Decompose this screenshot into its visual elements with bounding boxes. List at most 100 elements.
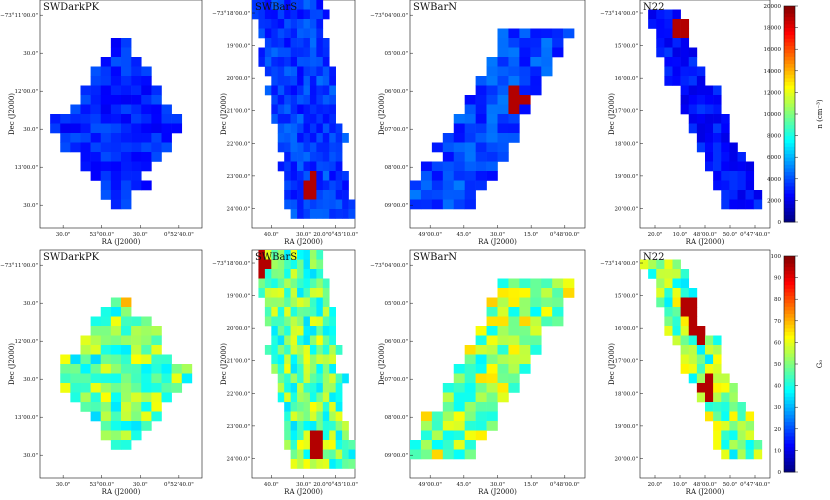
pixel-cell — [541, 307, 553, 317]
pixel-cell — [264, 288, 272, 298]
pixel-cell — [271, 364, 279, 374]
pixel-cell — [541, 288, 553, 298]
colorbar-band — [784, 292, 795, 296]
pixel-cell — [100, 180, 112, 191]
colorbar-band — [784, 182, 795, 187]
x-tick-label: 30.0" — [56, 232, 71, 238]
pixel-cell — [453, 430, 465, 441]
pixel-cell — [420, 161, 433, 172]
pixel-cell — [688, 114, 698, 124]
x-tick-label: 20.0"0°45’10.0" — [313, 232, 358, 238]
pixel-cell — [258, 57, 266, 67]
y-tick-label: 19’00.0" — [226, 44, 250, 50]
y-tick-label: 20’00.0" — [226, 76, 250, 82]
colorbar-band — [784, 378, 795, 383]
pixel-cell — [297, 316, 304, 327]
pixel-cell — [141, 326, 152, 336]
colorbar-band — [784, 360, 795, 365]
pixel-cell — [705, 123, 714, 134]
colorbar-band — [784, 92, 795, 97]
pixel-cell — [322, 95, 330, 105]
panel-0-3: N22 −73°14’00.0" 15’00.0" 16’00.0" 17’00.0" 1… — [600, 0, 771, 246]
pixel-cell — [303, 449, 311, 460]
pixel-cell — [696, 76, 706, 86]
pixel-cell — [737, 421, 746, 431]
x-tick-label: 49’00.0" — [418, 482, 442, 488]
pixel-cell — [110, 335, 122, 346]
pixel-cell — [316, 259, 324, 270]
pixel-cell — [277, 76, 285, 86]
pixel-cell — [121, 383, 132, 393]
pixel-cell — [271, 297, 279, 308]
pixel-cell — [316, 430, 324, 441]
pixel-cell — [271, 95, 279, 105]
pixel-cell — [161, 142, 172, 153]
pixel-cell — [309, 364, 317, 374]
pixel-cell — [290, 430, 298, 441]
colorbar-band — [784, 454, 795, 458]
pixel-cell — [486, 307, 498, 317]
pixel-cell — [131, 373, 142, 384]
pixel-cell — [464, 114, 476, 124]
pixel-cell — [745, 180, 755, 191]
pixel-cell — [475, 430, 487, 441]
pixel-cell — [541, 278, 553, 289]
pixel-cell — [322, 335, 330, 346]
pixel-cell — [309, 383, 317, 393]
pixel-cell — [297, 47, 304, 58]
pixel-cell — [486, 411, 498, 422]
y-tick-label: −73°14’00.0" — [600, 261, 638, 267]
pixel-cell — [329, 171, 336, 181]
pixel-cell — [100, 354, 112, 365]
pixel-cell — [705, 133, 714, 143]
pixel-cell — [680, 47, 690, 58]
pixel-cell — [721, 430, 730, 441]
pixel-cell — [672, 28, 681, 39]
colorbar-band — [784, 81, 795, 86]
pixel-cell — [110, 364, 122, 374]
pixel-cell — [316, 114, 324, 124]
pixel-cell — [464, 392, 476, 403]
x-axis-label: RA (J2000) — [102, 238, 141, 246]
pixel-cell — [552, 316, 564, 327]
pixel-cell — [131, 57, 142, 67]
colorbar-band — [784, 31, 795, 36]
pixel-cell — [486, 152, 498, 162]
pixel-cell — [141, 66, 152, 77]
pixel-cell — [486, 335, 498, 346]
colorbar-tick-label: 0 — [778, 220, 782, 226]
pixel-cell — [329, 190, 336, 200]
pixel-cell — [497, 104, 509, 115]
pixel-cell — [303, 171, 311, 181]
pixel-cell — [303, 66, 311, 77]
colorbar-band — [784, 85, 795, 90]
pixel-cell — [508, 316, 520, 327]
pixel-cell — [271, 19, 279, 29]
pixel-cell — [284, 411, 291, 422]
pixel-cell — [486, 171, 498, 181]
pixel-cell — [672, 278, 681, 289]
pixel-cell — [729, 421, 738, 431]
pixel-cell — [131, 430, 142, 441]
colorbar-band — [784, 299, 795, 304]
pixel-cell — [316, 199, 324, 210]
colorbar-0: 0 2000 4000 6000 8000 10000 12000 14000 16000 180… — [764, 4, 825, 226]
colorbar-band — [784, 16, 795, 21]
pixel-cell — [322, 114, 330, 124]
pixel-cell — [729, 199, 738, 210]
pixel-cell — [475, 326, 487, 336]
pixel-cell — [131, 123, 142, 134]
pixel-cell — [672, 259, 681, 270]
pixel-cell — [342, 133, 349, 143]
pixel-cell — [141, 104, 152, 115]
colorbar-tick-label: 6000 — [767, 155, 781, 161]
pixel-cell — [713, 383, 722, 393]
pixel-cell — [648, 9, 657, 20]
pixel-cell — [303, 199, 311, 210]
pixel-cell — [290, 449, 298, 460]
pixel-cell — [729, 142, 738, 153]
pixel-cell — [322, 133, 330, 143]
pixel-cell — [264, 297, 272, 308]
colorbar-1: 0 10 20 30 40 50 60 70 80 90 100 G₀ — [771, 254, 825, 476]
pixel-cell — [322, 161, 330, 172]
